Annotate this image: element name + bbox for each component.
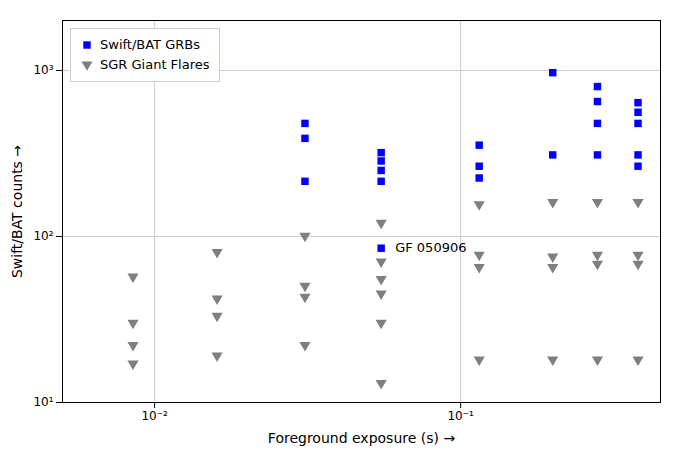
svg-text:10³: 10³: [33, 63, 53, 77]
svg-text:GF 050906: GF 050906: [395, 240, 466, 255]
html-text:Swift/BAT GRBs: Swift/BAT GRBs: [100, 37, 200, 52]
svg-text:10¹: 10¹: [33, 395, 53, 409]
svg-text:10⁻²: 10⁻²: [141, 409, 168, 423]
svg-text:10²: 10²: [33, 229, 53, 243]
svg-text:Foreground exposure (s) →: Foreground exposure (s) →: [268, 430, 456, 446]
html-text:SGR Giant Flares: SGR Giant Flares: [100, 57, 210, 72]
svg-text:10⁻¹: 10⁻¹: [447, 409, 474, 423]
svg-text:Swift/BAT counts →: Swift/BAT counts →: [9, 145, 25, 278]
